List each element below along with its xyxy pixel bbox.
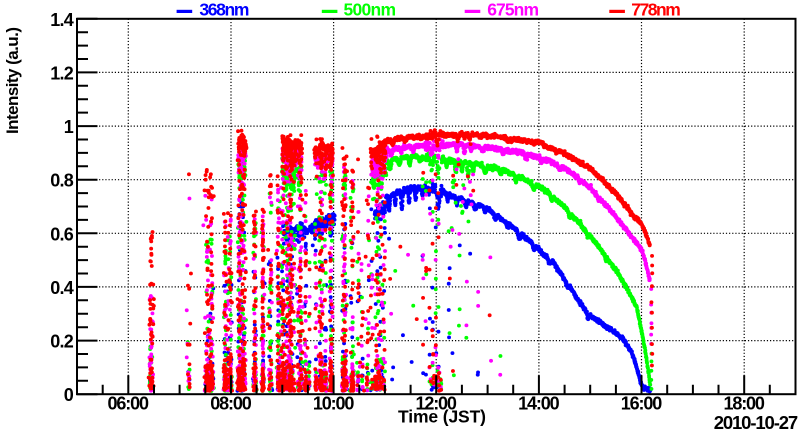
svg-text:06:00: 06:00	[108, 393, 150, 413]
svg-text:18:00: 18:00	[723, 393, 765, 413]
svg-text:0.8: 0.8	[50, 171, 74, 191]
svg-text:675nm: 675nm	[487, 0, 539, 19]
svg-text:08:00: 08:00	[210, 393, 252, 413]
svg-text:778nm: 778nm	[631, 0, 681, 19]
svg-text:0.6: 0.6	[50, 224, 74, 244]
svg-text:12:00: 12:00	[415, 393, 457, 413]
svg-text:0.4: 0.4	[50, 278, 74, 298]
svg-text:10:00: 10:00	[313, 393, 355, 413]
svg-text:368nm: 368nm	[199, 0, 249, 19]
svg-text:500nm: 500nm	[344, 0, 397, 19]
svg-text:0: 0	[64, 385, 74, 405]
svg-text:1.4: 1.4	[50, 10, 74, 30]
svg-text:Intensity (a.u.): Intensity (a.u.)	[3, 27, 22, 134]
svg-text:14:00: 14:00	[518, 393, 560, 413]
svg-text:1: 1	[64, 117, 74, 137]
svg-text:0.2: 0.2	[50, 332, 74, 352]
svg-text:1.2: 1.2	[50, 63, 74, 83]
svg-text:16:00: 16:00	[621, 393, 663, 413]
svg-text:Time (JST): Time (JST)	[398, 406, 486, 426]
svg-text:2010-10-27: 2010-10-27	[714, 412, 799, 433]
